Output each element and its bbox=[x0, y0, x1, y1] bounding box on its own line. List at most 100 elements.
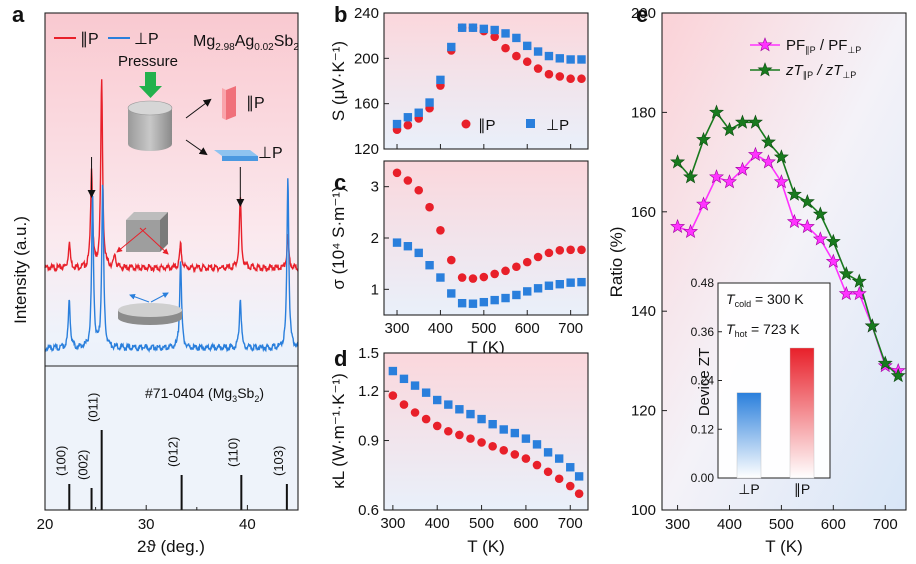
point-square bbox=[479, 297, 489, 307]
xtick-label: 500 bbox=[471, 320, 496, 337]
point-star bbox=[786, 213, 802, 229]
peak-arrows bbox=[87, 157, 245, 207]
point-circle bbox=[468, 274, 478, 283]
point-square bbox=[392, 119, 402, 129]
point-star bbox=[825, 253, 841, 268]
point-circle bbox=[479, 272, 489, 282]
pressure-arrow-shaft bbox=[145, 72, 156, 86]
reference-peak-label: (110) bbox=[225, 438, 240, 467]
xtick-label: 300 bbox=[380, 515, 405, 532]
point-star bbox=[851, 273, 867, 288]
point-circle bbox=[421, 414, 431, 424]
point-star bbox=[722, 174, 737, 189]
point-circle bbox=[512, 51, 521, 61]
device-zt-inset: 0.00 0.12 0.24 0.36 0.48 ⊥P ∥P Tcold = 300 K T… bbox=[691, 276, 831, 497]
point-star bbox=[683, 169, 699, 184]
point-square bbox=[425, 261, 434, 270]
point-circle bbox=[477, 438, 486, 447]
point-circle bbox=[555, 246, 565, 255]
panel-frame bbox=[383, 352, 589, 511]
point-circle bbox=[388, 391, 398, 400]
ytick-label: 120 bbox=[354, 141, 379, 158]
panel-e-xlabel: T (K) bbox=[765, 537, 802, 556]
ytick-label: 240 bbox=[354, 5, 379, 22]
point-circle bbox=[555, 72, 565, 81]
point-circle bbox=[490, 269, 499, 279]
inset-ytick-label: 0.24 bbox=[691, 374, 715, 388]
xtick-label: 700 bbox=[873, 516, 898, 533]
reference-peak-label: (012) bbox=[166, 437, 181, 467]
point-star bbox=[812, 231, 828, 246]
panel-d-ylabel: κL (W·m⁻¹·K⁻¹) bbox=[329, 373, 348, 489]
point-square bbox=[574, 472, 584, 481]
point-square bbox=[577, 55, 586, 64]
panel-frame bbox=[383, 12, 589, 150]
panel-a-axes: 20 30 40 bbox=[37, 12, 299, 533]
point-square bbox=[457, 298, 467, 308]
point-square bbox=[425, 98, 434, 107]
point-circle bbox=[577, 74, 586, 84]
point-star bbox=[812, 206, 828, 221]
point-circle bbox=[510, 450, 520, 459]
point-circle bbox=[446, 255, 456, 265]
point-square bbox=[488, 419, 497, 429]
point-circle bbox=[512, 262, 521, 272]
panel-b-axes: 120 160 200 240 bbox=[354, 5, 589, 158]
point-circle bbox=[432, 421, 442, 431]
par-slab-icon bbox=[226, 86, 236, 120]
panel-e-marks bbox=[670, 104, 906, 383]
cube-red-arrow-1 bbox=[116, 227, 147, 253]
panel-a-xrd: (100) (002) (011) (012) (110) (103) 20 30 40 ∥P… bbox=[11, 12, 299, 556]
ytick-label: 3 bbox=[371, 179, 379, 196]
panel-d-marks bbox=[388, 366, 584, 498]
legend-b-perp-label: ⊥P bbox=[546, 117, 569, 134]
point-circle bbox=[392, 168, 402, 178]
panel-letter-d: d bbox=[334, 346, 347, 371]
point-star bbox=[696, 131, 712, 147]
panel-letter-e: e bbox=[636, 2, 648, 27]
xtick-label: 600 bbox=[821, 516, 846, 533]
point-square bbox=[479, 24, 489, 34]
panel-b-background bbox=[384, 13, 588, 149]
legend-zt-label: zT∥P / zT⊥P bbox=[785, 62, 856, 80]
point-circle bbox=[577, 245, 586, 255]
point-circle bbox=[543, 467, 553, 477]
point-star bbox=[877, 355, 893, 370]
point-circle bbox=[466, 434, 475, 443]
point-circle bbox=[403, 120, 413, 130]
inset-tcold: Tcold = 300 K bbox=[726, 291, 804, 309]
panel-c-ylabel: σ (10⁴ S·m⁻¹) bbox=[329, 186, 348, 289]
point-star bbox=[747, 114, 763, 129]
ytick-label: 180 bbox=[631, 104, 656, 121]
point-square bbox=[399, 374, 409, 384]
point-star bbox=[670, 154, 686, 169]
point-star bbox=[773, 174, 789, 189]
xtick-label: 300 bbox=[665, 516, 690, 533]
legend-par-label: ∥P bbox=[80, 31, 99, 48]
panel-a-xlabel: 2ϑ (deg.) bbox=[137, 537, 205, 556]
point-square bbox=[554, 454, 564, 463]
point-star bbox=[799, 194, 815, 209]
point-square bbox=[544, 51, 554, 61]
point-square bbox=[566, 278, 575, 287]
panel-e-axes: 100 120 140 160 180 200 300 400 500 600 700 bbox=[631, 5, 907, 533]
point-square bbox=[555, 280, 564, 289]
point-square bbox=[512, 290, 521, 300]
arrow-to-perp bbox=[185, 139, 208, 156]
point-circle bbox=[522, 257, 532, 267]
compound-title: Mg2.98Ag0.02Sb2 bbox=[193, 33, 299, 53]
panel-a-ylabel: Intensity (a.u.) bbox=[11, 216, 30, 324]
reference-peak-label: (011) bbox=[86, 393, 101, 422]
legend-b-par-marker bbox=[461, 119, 471, 129]
point-square bbox=[414, 248, 423, 258]
ytick-label: 1 bbox=[371, 281, 379, 298]
point-square bbox=[510, 428, 520, 438]
point-square bbox=[501, 293, 510, 303]
panel-e-ylabel: Ratio (%) bbox=[607, 227, 626, 298]
point-star bbox=[696, 196, 712, 211]
ytick-label: 100 bbox=[631, 502, 656, 519]
panel-b-seebeck: 120 160 200 240 ∥P ⊥P S (μV·K⁻¹) bbox=[329, 5, 589, 158]
point-square bbox=[499, 425, 508, 434]
point-square bbox=[447, 289, 456, 298]
